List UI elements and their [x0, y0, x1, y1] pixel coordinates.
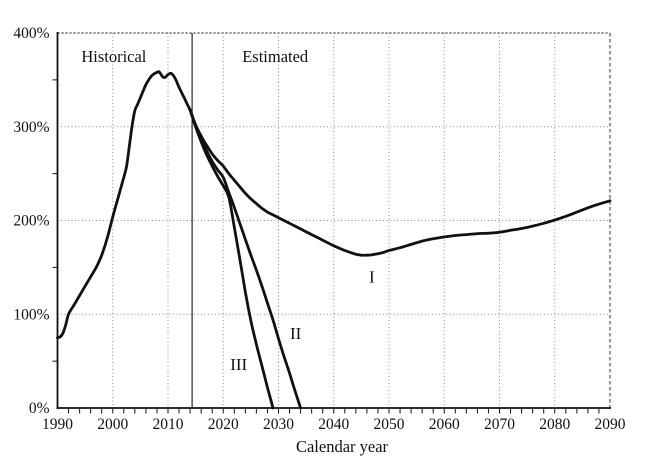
x-tick-label-2050: 2050 — [374, 416, 405, 433]
x-tick-label-2080: 2080 — [539, 416, 570, 433]
annotation-i: I — [369, 268, 375, 287]
annotation-estimated: Estimated — [242, 47, 309, 66]
y-tick-label-200: 200% — [13, 213, 49, 230]
x-tick-label-2020: 2020 — [208, 416, 239, 433]
x-tick-label-2000: 2000 — [97, 416, 128, 433]
y-tick-label-300: 300% — [13, 119, 49, 136]
y-tick-label-100: 100% — [13, 306, 49, 323]
y-tick-label-400: 400% — [13, 25, 49, 42]
annotation-iii: III — [230, 355, 247, 374]
y-tick-label-0: 0% — [29, 400, 50, 417]
series-path-alternative-iii — [188, 108, 275, 410]
x-tick-label-2090: 2090 — [595, 416, 626, 433]
x-tick-label-2060: 2060 — [429, 416, 460, 433]
series-path-historical — [56, 70, 192, 340]
x-tick-label-2070: 2070 — [484, 416, 515, 433]
series-path-alternative-ii — [188, 108, 302, 410]
annotation-ii: II — [290, 324, 302, 343]
x-tick-label-1990: 1990 — [42, 416, 73, 433]
annotation-historical: Historical — [81, 47, 146, 66]
x-tick-label-2030: 2030 — [263, 416, 294, 433]
x-axis-title: Calendar year — [296, 437, 389, 456]
x-tick-label-2040: 2040 — [318, 416, 349, 433]
x-tick-label-2010: 2010 — [153, 416, 184, 433]
series-path-alternative-i — [188, 108, 612, 257]
